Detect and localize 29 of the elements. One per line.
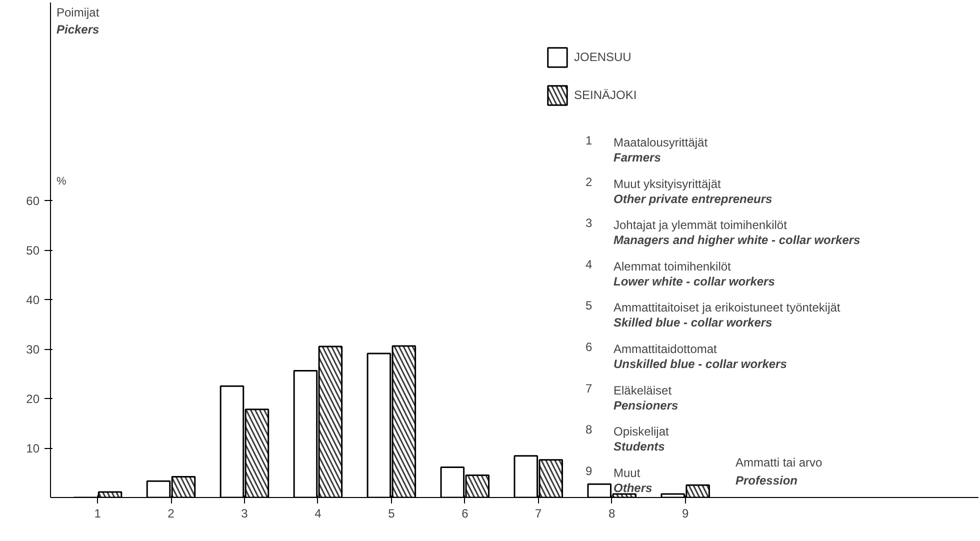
text: Poimijat Pickers xyxy=(56,6,100,36)
text: 6 Ammattitaidottomat Unskilled blue - collar workers xyxy=(586,340,787,371)
y-tick-label: 30 xyxy=(26,342,40,356)
x-tick-label: 3 xyxy=(241,506,248,520)
text: 7 Eläkeläiset Pensioners xyxy=(586,381,678,412)
legend-label: SEINÄJOKI xyxy=(574,88,637,102)
text: 1 Maatalousyrittäjät Farmers xyxy=(586,134,708,164)
y-tick-label: 40 xyxy=(26,293,40,307)
x-tick-label: 9 xyxy=(682,506,689,520)
y-axis-title: % xyxy=(56,176,66,188)
text: 3 Johtajat ja ylemmät toimihenkilöt Managers and higher white - collar workers xyxy=(586,216,860,248)
text: 9 Muut Others xyxy=(586,464,652,495)
text: 4 Alemmat toimihenkilöt Lower white - collar workers xyxy=(586,257,775,288)
legend-label: JOENSUU xyxy=(574,50,632,64)
text: 2 Muut yksityisyrittäjät Other private entrepreneurs xyxy=(586,174,772,206)
x-axis-title: Ammatti tai arvo Profession xyxy=(736,456,823,488)
x-tick-label: 1 xyxy=(94,506,102,520)
y-tick-label: 60 xyxy=(26,194,40,208)
text: 5 Ammattitaitoiset ja erikoistuneet työntekijät Skilled blue - collar workers xyxy=(586,298,840,330)
x-tick-label: 5 xyxy=(388,506,396,520)
y-tick-label: 10 xyxy=(26,442,40,456)
y-tick-label: 50 xyxy=(26,244,40,258)
x-tick-label: 8 xyxy=(608,506,616,520)
x-tick-label: 2 xyxy=(168,506,175,520)
x-tick-label: 4 xyxy=(314,506,322,520)
x-tick-label: 6 xyxy=(462,506,469,520)
x-tick-label: 7 xyxy=(535,506,542,520)
text: 8 Opiskelijat Students xyxy=(586,422,669,454)
y-tick-label: 20 xyxy=(26,392,40,406)
